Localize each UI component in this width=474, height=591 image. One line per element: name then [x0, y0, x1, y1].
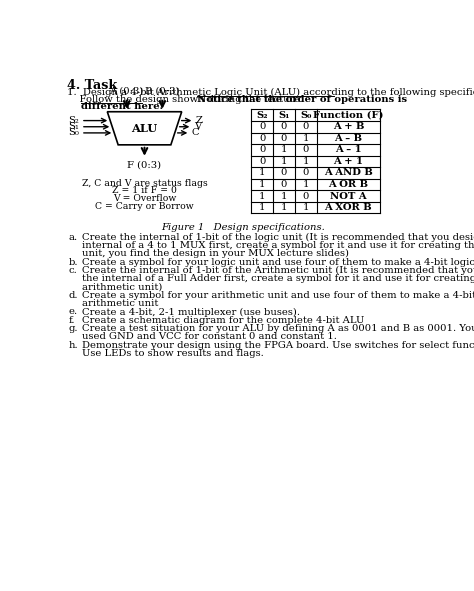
- Text: 4. Task: 4. Task: [67, 79, 117, 92]
- Text: used GND and VCC for constant 0 and constant 1.: used GND and VCC for constant 0 and cons…: [82, 332, 337, 342]
- Text: 1: 1: [281, 157, 287, 166]
- Text: 0: 0: [302, 168, 309, 177]
- Text: S₁: S₁: [69, 122, 80, 131]
- Text: A – 1: A – 1: [335, 145, 362, 154]
- Text: 0: 0: [259, 122, 265, 131]
- Text: S₁: S₁: [278, 111, 290, 120]
- Text: C: C: [192, 128, 200, 137]
- Text: 1: 1: [259, 203, 265, 212]
- Text: h.: h.: [69, 341, 78, 350]
- Text: 0: 0: [259, 134, 265, 143]
- Text: Use LEDs to show results and flags.: Use LEDs to show results and flags.: [82, 349, 264, 358]
- Text: 1: 1: [302, 180, 309, 189]
- Text: Figure 1   Design specifications.: Figure 1 Design specifications.: [161, 223, 325, 232]
- Text: Create a schematic diagram for the complete 4-bit ALU: Create a schematic diagram for the compl…: [82, 316, 365, 325]
- Text: Z: Z: [196, 116, 203, 125]
- Text: 1: 1: [281, 191, 287, 200]
- Text: arithmetic unit: arithmetic unit: [82, 299, 159, 308]
- Text: NOT A: NOT A: [330, 191, 366, 200]
- Text: S₂: S₂: [69, 116, 80, 125]
- Text: different here.: different here.: [81, 102, 163, 111]
- Text: the internal of a Full Adder first, create a symbol for it and use it for creati: the internal of a Full Adder first, crea…: [82, 274, 474, 283]
- Text: A XOR B: A XOR B: [325, 203, 372, 212]
- Text: Demonstrate your design using the FPGA board. Use switches for select functions.: Demonstrate your design using the FPGA b…: [82, 341, 474, 350]
- Text: Function (F): Function (F): [313, 111, 383, 120]
- Text: A OR B: A OR B: [328, 180, 368, 189]
- Text: B (0:3): B (0:3): [145, 86, 180, 96]
- Text: A – B: A – B: [334, 134, 362, 143]
- Text: 1: 1: [259, 191, 265, 200]
- Text: 1: 1: [259, 168, 265, 177]
- Text: Z = 1 if F = 0: Z = 1 if F = 0: [112, 186, 177, 196]
- Text: Create a symbol for your logic unit and use four of them to make a 4-bit logic u: Create a symbol for your logic unit and …: [82, 258, 474, 267]
- Text: A + B: A + B: [333, 122, 364, 131]
- Text: 0: 0: [281, 122, 287, 131]
- Text: 1: 1: [302, 157, 309, 166]
- Text: Create a symbol for your arithmetic unit and use four of them to make a 4-bit: Create a symbol for your arithmetic unit…: [82, 291, 474, 300]
- Text: 1: 1: [259, 180, 265, 189]
- Text: Notice that the order of operations is: Notice that the order of operations is: [197, 95, 407, 104]
- Text: 0: 0: [259, 157, 265, 166]
- Text: ALU: ALU: [131, 123, 157, 134]
- Text: F (0:3): F (0:3): [128, 161, 162, 170]
- Text: Create the internal of 1-bit of the logic unit (It is recommended that you desig: Create the internal of 1-bit of the logi…: [82, 233, 474, 242]
- Text: g.: g.: [69, 324, 78, 333]
- Text: unit, you find the design in your MUX lecture slides): unit, you find the design in your MUX le…: [82, 249, 349, 258]
- Text: C = Carry or Borrow: C = Carry or Borrow: [95, 202, 194, 211]
- Text: internal of a 4 to 1 MUX first, create a symbol for it and use it for creating t: internal of a 4 to 1 MUX first, create a…: [82, 241, 474, 250]
- Text: A + 1: A + 1: [333, 157, 364, 166]
- Text: 0: 0: [281, 180, 287, 189]
- Text: V = Overflow: V = Overflow: [113, 194, 176, 203]
- Text: 0: 0: [302, 145, 309, 154]
- Text: A AND B: A AND B: [324, 168, 373, 177]
- Text: b.: b.: [69, 258, 78, 267]
- Text: V: V: [194, 122, 201, 131]
- Text: 1: 1: [281, 203, 287, 212]
- Text: 1: 1: [302, 203, 309, 212]
- Text: 0: 0: [302, 191, 309, 200]
- Text: 1: 1: [302, 134, 309, 143]
- Text: Create a 4-bit, 2-1 multiplexer (use buses).: Create a 4-bit, 2-1 multiplexer (use bus…: [82, 307, 301, 317]
- Text: A (0:3): A (0:3): [109, 86, 144, 96]
- Text: Create a test situation for your ALU by defining A as 0001 and B as 0001. You ca: Create a test situation for your ALU by …: [82, 324, 474, 333]
- Text: 1: 1: [281, 145, 287, 154]
- Text: S₂: S₂: [256, 111, 268, 120]
- Text: a.: a.: [69, 233, 78, 242]
- Text: d.: d.: [69, 291, 78, 300]
- Text: e.: e.: [69, 307, 78, 316]
- Text: f.: f.: [69, 316, 75, 325]
- Text: Create the internal of 1-bit of the Arithmetic unit (It is recommended that you : Create the internal of 1-bit of the Arit…: [82, 266, 474, 275]
- Text: 0: 0: [281, 134, 287, 143]
- Text: 0: 0: [302, 122, 309, 131]
- Text: 0: 0: [259, 145, 265, 154]
- Text: c.: c.: [69, 266, 77, 275]
- Text: S₀: S₀: [300, 111, 311, 120]
- Text: Z, C and V are status flags: Z, C and V are status flags: [82, 178, 207, 188]
- Text: 0: 0: [281, 168, 287, 177]
- Polygon shape: [107, 112, 182, 145]
- Text: arithmetic unit): arithmetic unit): [82, 282, 163, 291]
- Text: S₀: S₀: [69, 128, 80, 137]
- Text: Follow the design shown during the lecture.: Follow the design shown during the lectu…: [67, 95, 307, 104]
- Text: 1.  Design a 4-bit Arithmetic Logic Unit (ALU) according to the following specif: 1. Design a 4-bit Arithmetic Logic Unit …: [67, 88, 474, 97]
